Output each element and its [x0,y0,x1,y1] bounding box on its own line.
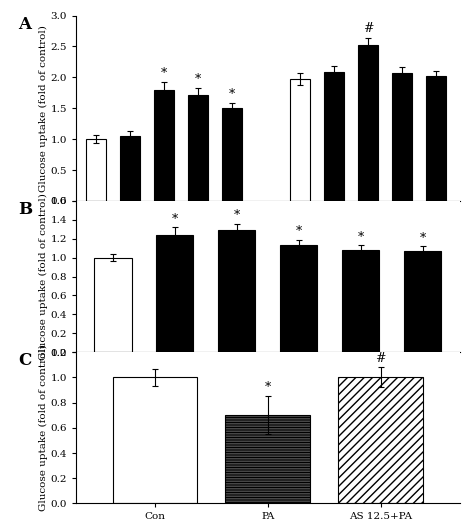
Y-axis label: Glucose uptake (fold of control): Glucose uptake (fold of control) [38,193,47,360]
Text: *: * [296,225,302,238]
Bar [156,235,193,352]
Bar [338,377,423,503]
Text: #: # [363,22,374,35]
Text: *: * [357,231,364,244]
Text: B: B [18,201,32,218]
Bar [392,73,412,201]
Bar [112,377,197,503]
Text: Astragaloside: Astragaloside [125,234,203,243]
Bar [226,415,310,503]
Text: *: * [234,209,240,222]
Text: Astragaloside + Insulin 100 nM: Astragaloside + Insulin 100 nM [276,234,460,243]
Text: *: * [419,232,426,245]
Bar [120,136,140,201]
Text: *: * [229,88,235,101]
Text: A: A [18,16,31,33]
Bar [290,79,310,201]
Bar [280,245,318,352]
Text: #: # [375,352,386,365]
Bar [404,251,441,352]
Bar [86,139,107,201]
Text: *: * [264,381,271,394]
Text: *: * [172,213,178,226]
Y-axis label: Glucose uptake (fold of control): Glucose uptake (fold of control) [38,345,47,511]
Y-axis label: Glucose uptake (fold of control): Glucose uptake (fold of control) [38,25,47,192]
Text: *: * [161,67,167,80]
Bar [358,45,378,201]
Text: *: * [195,73,201,86]
Bar [188,94,209,201]
Bar [154,90,174,201]
Bar [94,257,132,352]
Bar [342,250,379,352]
Bar [426,76,446,201]
Bar [222,108,242,201]
Bar [218,230,255,352]
Text: C: C [18,352,31,369]
Bar [324,73,344,201]
